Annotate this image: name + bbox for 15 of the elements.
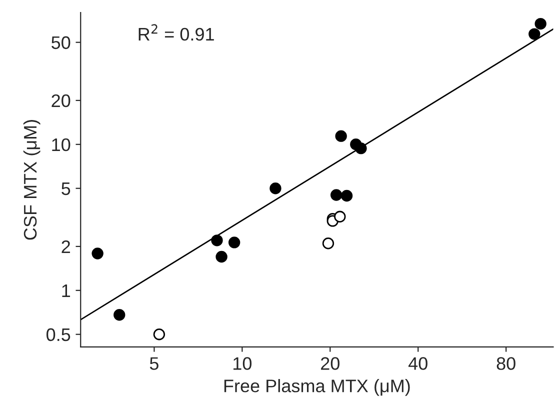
y-tick-label: 0.5 — [46, 328, 70, 342]
y-tick-label: 5 — [62, 182, 70, 196]
y-axis-title: CSF MTX (μM) — [23, 120, 40, 240]
y-tick-label: 20 — [52, 94, 70, 108]
y-tick-label: 50 — [52, 36, 70, 50]
x-tick-label: 20 — [321, 357, 340, 370]
y-tick-label: 2 — [62, 240, 70, 253]
x-tick-label: 5 — [150, 357, 158, 370]
y-tick-label: 1 — [62, 284, 70, 297]
x-tick-label: 10 — [234, 357, 252, 370]
x-tick-label: 80 — [496, 357, 516, 370]
annotation: R$^{2}$ = 0.91 — [138, 24, 214, 41]
y-tick-label: 10 — [52, 138, 70, 152]
x-tick-label: 40 — [408, 357, 428, 370]
x-axis-title: Free Plasma MTX (μM) — [224, 379, 410, 396]
